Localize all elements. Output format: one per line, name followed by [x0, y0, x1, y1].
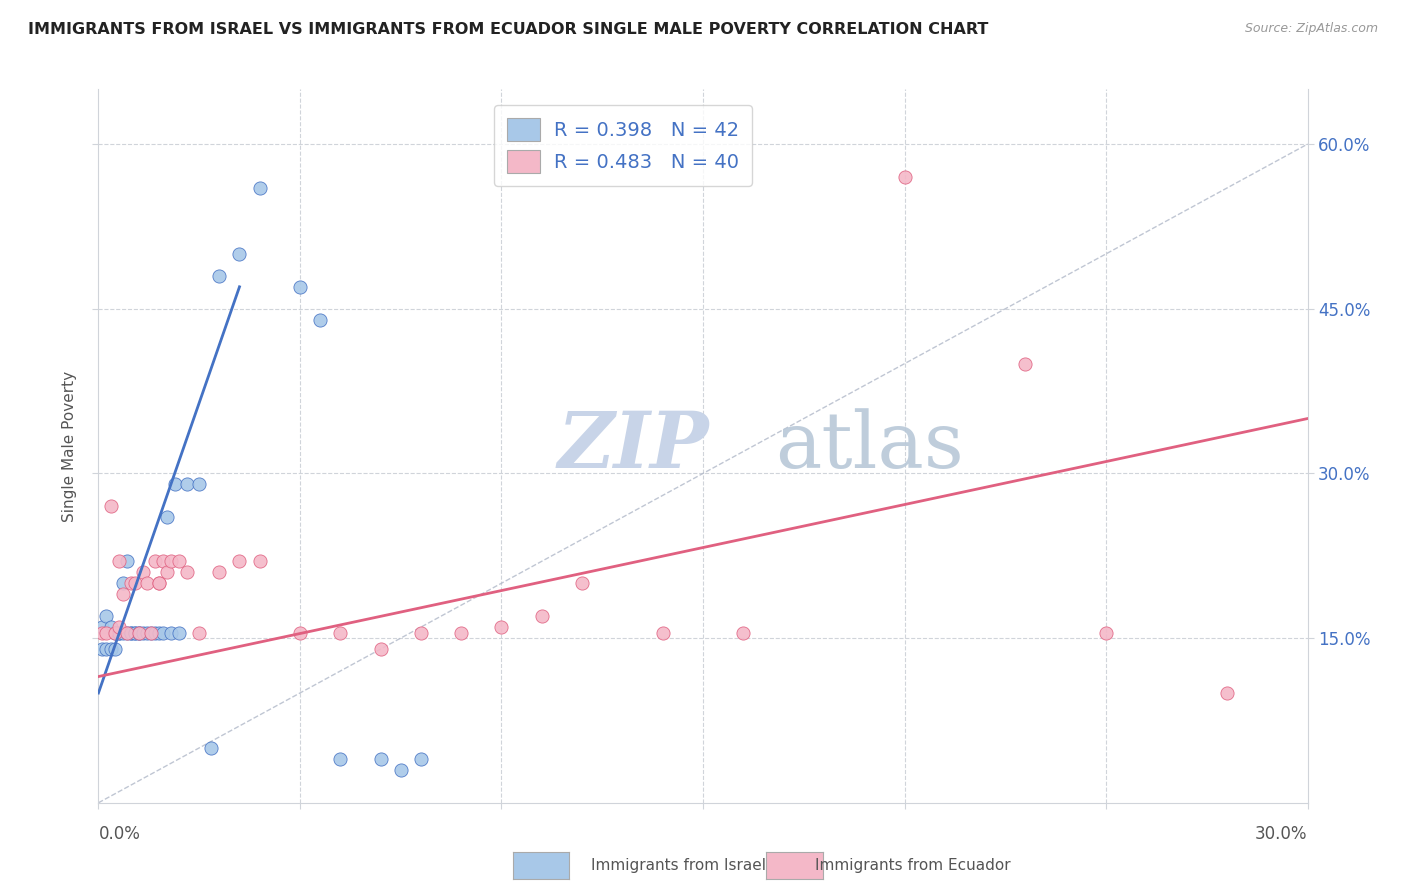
Point	[120, 576, 142, 591]
Point	[124, 625, 146, 640]
Point	[409, 625, 432, 640]
Point	[107, 625, 129, 640]
Text: atlas: atlas	[776, 409, 965, 483]
Point	[143, 554, 166, 568]
Point	[139, 625, 162, 640]
Text: Immigrants from Israel: Immigrants from Israel	[591, 858, 765, 872]
Point	[128, 625, 150, 640]
Point	[135, 576, 157, 591]
Point	[208, 566, 231, 580]
Point	[491, 620, 513, 634]
Point	[91, 625, 114, 640]
Point	[156, 566, 179, 580]
Point	[893, 169, 915, 184]
Point	[1216, 686, 1239, 700]
Point	[120, 625, 142, 640]
Point	[96, 642, 118, 657]
Point	[96, 625, 118, 640]
Point	[163, 477, 186, 491]
Text: IMMIGRANTS FROM ISRAEL VS IMMIGRANTS FROM ECUADOR SINGLE MALE POVERTY CORRELATIO: IMMIGRANTS FROM ISRAEL VS IMMIGRANTS FRO…	[28, 22, 988, 37]
Point	[176, 566, 198, 580]
Point	[188, 625, 211, 640]
Point	[249, 181, 271, 195]
Point	[167, 554, 190, 568]
Point	[160, 625, 183, 640]
Point	[228, 554, 250, 568]
Point	[100, 500, 122, 514]
Point	[115, 554, 138, 568]
Point	[115, 625, 138, 640]
Point	[288, 625, 311, 640]
Point	[309, 312, 332, 326]
Point	[329, 752, 352, 766]
Point	[148, 576, 170, 591]
Point	[249, 554, 271, 568]
Point	[329, 625, 352, 640]
Point	[208, 268, 231, 283]
Point	[128, 625, 150, 640]
Point	[651, 625, 673, 640]
Point	[288, 280, 311, 294]
Point	[389, 763, 412, 777]
Text: ZIP: ZIP	[558, 408, 710, 484]
Point	[103, 625, 125, 640]
Point	[128, 625, 150, 640]
Point	[135, 625, 157, 640]
Text: Source: ZipAtlas.com: Source: ZipAtlas.com	[1244, 22, 1378, 36]
Point	[111, 625, 134, 640]
Point	[571, 576, 593, 591]
Point	[530, 609, 553, 624]
Point	[152, 554, 174, 568]
Point	[124, 576, 146, 591]
Point	[107, 625, 129, 640]
Point	[167, 625, 190, 640]
Point	[152, 625, 174, 640]
Point	[124, 625, 146, 640]
Point	[132, 625, 155, 640]
Point	[107, 554, 129, 568]
Point	[91, 642, 114, 657]
Point	[370, 642, 392, 657]
Y-axis label: Single Male Poverty: Single Male Poverty	[62, 370, 77, 522]
Point	[148, 625, 170, 640]
Point	[200, 740, 222, 755]
Point	[111, 576, 134, 591]
Point	[1095, 625, 1118, 640]
Point	[409, 752, 432, 766]
Point	[120, 625, 142, 640]
Point	[156, 510, 179, 524]
Point	[228, 247, 250, 261]
Point	[370, 752, 392, 766]
Text: 30.0%: 30.0%	[1256, 825, 1308, 843]
Point	[1014, 357, 1036, 371]
Point	[450, 625, 472, 640]
Point	[176, 477, 198, 491]
Point	[139, 625, 162, 640]
Point	[91, 620, 114, 634]
Point	[132, 566, 155, 580]
Point	[107, 620, 129, 634]
Point	[115, 625, 138, 640]
Point	[103, 642, 125, 657]
Point	[100, 620, 122, 634]
Point	[96, 609, 118, 624]
Point	[160, 554, 183, 568]
Point	[100, 642, 122, 657]
Legend: R = 0.398   N = 42, R = 0.483   N = 40: R = 0.398 N = 42, R = 0.483 N = 40	[495, 105, 752, 186]
Text: 0.0%: 0.0%	[98, 825, 141, 843]
Text: Immigrants from Ecuador: Immigrants from Ecuador	[815, 858, 1011, 872]
Point	[733, 625, 755, 640]
Point	[148, 576, 170, 591]
Point	[143, 625, 166, 640]
Point	[103, 625, 125, 640]
Point	[188, 477, 211, 491]
Point	[111, 587, 134, 601]
